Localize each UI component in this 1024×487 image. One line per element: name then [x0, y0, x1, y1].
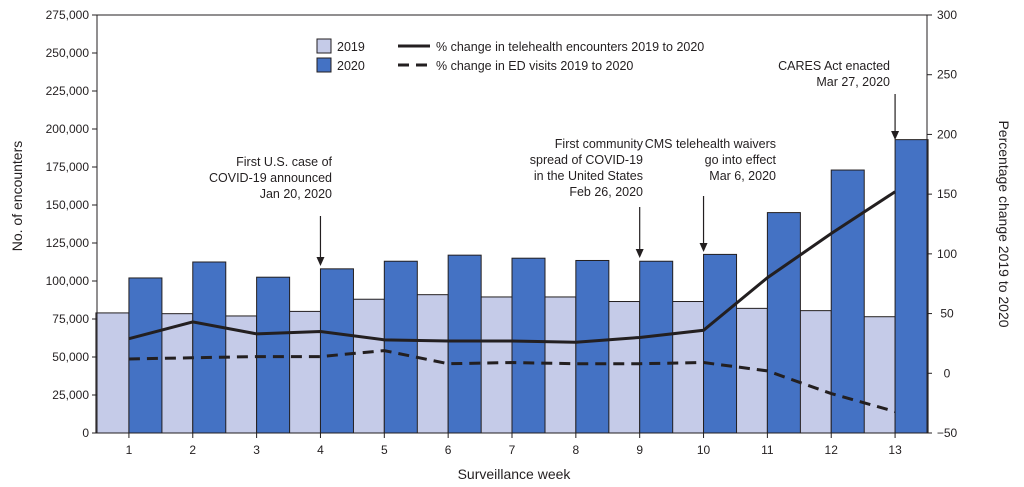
y2-tick-label: 250 [937, 68, 957, 82]
bar-2019-week-9 [606, 301, 641, 434]
annotation-text-line: CMS telehealth waivers [645, 137, 776, 151]
y2-tick-label: 300 [937, 8, 957, 22]
x-axis-title: Surveillance week [458, 466, 572, 482]
y2-tick-label: 0 [944, 366, 951, 380]
bar-2019-week-1 [95, 312, 130, 434]
bar-2020-week-2 [192, 261, 227, 434]
legend-swatch-2020 [316, 57, 332, 73]
bar-2020-week-10 [703, 253, 738, 434]
annotation-text-line: Jan 20, 2020 [260, 187, 332, 201]
annotation-arrow-head [891, 131, 900, 140]
y-tick-label: 250,000 [46, 46, 90, 60]
annotation-text-line: COVID-19 announced [209, 171, 332, 185]
annotation-text-line: CARES Act enacted [778, 59, 890, 73]
y-tick-label: 175,000 [46, 160, 90, 174]
telehealth-change-line [128, 190, 896, 344]
bar-2019-week-4 [286, 310, 321, 434]
x-tick-label: 1 [126, 443, 133, 457]
y2-tick-label: 100 [937, 247, 957, 261]
bar-2019-week-3 [223, 315, 258, 434]
bars-2020-group [128, 139, 929, 434]
bar-2020-week-7 [511, 257, 546, 434]
y2-tick-label: 200 [937, 127, 957, 141]
x-tick-label: 3 [253, 443, 260, 457]
bar-2020-week-1 [128, 277, 163, 434]
bar-2019-week-2 [159, 313, 194, 434]
x-tick-label: 5 [381, 443, 388, 457]
x-tick-label: 2 [189, 443, 196, 457]
bar-2019-week-12 [797, 310, 832, 434]
ed-visits-change-line [128, 349, 896, 413]
bar-2019-week-8 [542, 296, 577, 434]
y-tick-label: 100,000 [46, 274, 90, 288]
y-axis-title: No. of encounters [9, 141, 25, 252]
x-tick-label: 7 [509, 443, 516, 457]
y-tick-label: 125,000 [46, 236, 90, 250]
bar-2020-week-6 [447, 254, 482, 434]
annotation-arrow-head [699, 243, 708, 252]
y-tick-label: 275,000 [46, 8, 90, 22]
bar-2020-week-12 [830, 169, 865, 434]
annotation-text-line: in the United States [534, 169, 643, 183]
y2-axis-title: Percentage change 2019 to 2020 [996, 120, 1012, 327]
bar-2020-week-8 [575, 259, 610, 434]
x-tick-label: 9 [636, 443, 643, 457]
legend-label-2019: 2019 [337, 40, 365, 54]
y2-tick-label: 50 [940, 307, 954, 321]
y-tick-label: 200,000 [46, 122, 90, 136]
bar-2020-week-4 [319, 268, 354, 434]
annotation-arrow-head [635, 249, 644, 258]
y-tick-label: 225,000 [46, 84, 90, 98]
bar-2020-week-5 [383, 260, 418, 434]
axes-group: 0 25,000 50,000 75,000 100,000 125,000 150,000… [46, 8, 958, 457]
legend-label-telehealth: % change in telehealth encounters 2019 t… [436, 40, 704, 54]
y-tick-label: 150,000 [46, 198, 90, 212]
x-tick-label: 13 [888, 443, 902, 457]
x-tick-label: 8 [573, 443, 580, 457]
bar-2019-week-10 [670, 301, 705, 434]
annotation-text-line: Mar 27, 2020 [816, 75, 890, 89]
y2-tick-label: −50 [937, 426, 958, 440]
legend-label-ed-visits: % change in ED visits 2019 to 2020 [436, 59, 633, 73]
annotation-arrow-head [316, 257, 325, 266]
bar-2020-week-9 [639, 260, 674, 434]
legend-label-2020: 2020 [337, 59, 365, 73]
y-tick-label: 25,000 [52, 388, 89, 402]
x-tick-label: 6 [445, 443, 452, 457]
annotation-text-line: go into effect [705, 153, 777, 167]
y-tick-label: 0 [82, 426, 89, 440]
annotation-text-line: Mar 6, 2020 [709, 169, 776, 183]
y-tick-label: 50,000 [52, 350, 89, 364]
y-tick-label: 75,000 [52, 312, 89, 326]
legend: 2019 2020 % change in telehealth encounter… [316, 38, 704, 73]
bar-2020-week-11 [766, 212, 801, 434]
bar-2019-week-13 [861, 316, 896, 434]
annotation-text-line: First U.S. case of [236, 155, 332, 169]
bar-2019-week-7 [478, 296, 513, 434]
annotation-text-line: Feb 26, 2020 [569, 185, 643, 199]
x-tick-label: 4 [317, 443, 324, 457]
bar-2019-week-5 [350, 298, 385, 434]
y2-tick-label: 150 [937, 187, 957, 201]
lines-group [128, 190, 896, 413]
x-tick-label: 11 [761, 443, 774, 457]
bars-2019-group [95, 294, 896, 434]
x-tick-label: 12 [825, 443, 839, 457]
annotation-text-line: spread of COVID-19 [530, 153, 643, 167]
x-tick-label: 10 [697, 443, 711, 457]
bar-2020-week-13 [894, 139, 929, 434]
legend-swatch-2019 [316, 38, 332, 54]
annotations-group: First U.S. case of COVID-19 announced Jan … [209, 59, 900, 266]
annotation-text-line: First community [555, 137, 644, 151]
